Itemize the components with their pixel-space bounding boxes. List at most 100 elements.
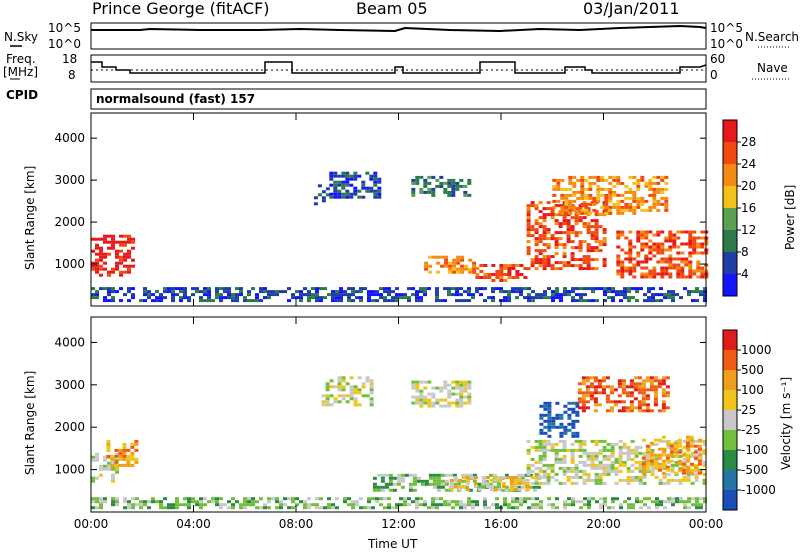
power-cell xyxy=(91,261,95,265)
velocity-cell xyxy=(485,482,490,485)
power-cell xyxy=(542,264,547,268)
power-cell xyxy=(648,230,653,234)
velocity-cell xyxy=(597,385,602,389)
velocity-cell xyxy=(369,403,374,407)
velocity-cell xyxy=(407,497,411,501)
velocity-cell xyxy=(349,397,354,401)
power-cell xyxy=(107,273,111,277)
power-cell xyxy=(616,211,621,215)
power-cell xyxy=(676,266,681,270)
power-cell xyxy=(375,290,379,294)
velocity-cell xyxy=(590,466,595,470)
velocity-cell xyxy=(554,442,559,446)
velocity-cell xyxy=(341,379,346,383)
velocity-cell xyxy=(698,451,703,455)
power-cell xyxy=(607,296,611,300)
velocity-cell xyxy=(602,439,607,443)
velocity-cell xyxy=(562,448,567,452)
velocity-cell xyxy=(471,506,475,510)
velocity-cell xyxy=(99,473,103,477)
power-cell xyxy=(640,178,645,182)
velocity-cell xyxy=(566,448,571,452)
power-cell xyxy=(419,287,423,291)
velocity-cell xyxy=(369,382,374,386)
velocity-cell xyxy=(107,461,111,465)
power-cell xyxy=(115,249,119,253)
velocity-cell xyxy=(449,479,454,482)
power-cell xyxy=(651,296,655,300)
power-cell xyxy=(571,287,575,291)
velocity-cell xyxy=(376,473,381,477)
power-cell xyxy=(624,257,629,261)
velocity-cell xyxy=(423,398,428,402)
velocity-cell xyxy=(598,460,603,464)
power-cell xyxy=(590,225,595,229)
power-colorbar-tick-label: 16 xyxy=(741,201,756,215)
power-cell xyxy=(578,216,583,220)
power-cell xyxy=(558,222,563,226)
power-cell xyxy=(443,187,448,191)
velocity-cell xyxy=(412,479,417,483)
velocity-cell xyxy=(609,406,614,410)
velocity-cell xyxy=(520,485,525,489)
velocity-cell xyxy=(440,482,445,486)
power-cell xyxy=(215,287,219,291)
power-cell xyxy=(692,269,697,273)
velocity-cell xyxy=(443,380,448,384)
velocity-cell xyxy=(251,497,255,501)
power-cell xyxy=(551,290,555,294)
power-cell xyxy=(531,299,535,303)
power-cell xyxy=(339,299,343,303)
power-cell xyxy=(311,287,315,291)
power-cell xyxy=(586,267,591,271)
power-cell xyxy=(526,240,531,244)
power-cell xyxy=(127,252,131,256)
power-cell xyxy=(119,273,123,277)
power-cell xyxy=(155,296,159,300)
velocity-cell xyxy=(463,506,467,510)
power-cell xyxy=(680,251,685,255)
power-cell xyxy=(526,267,531,271)
power-cell xyxy=(564,187,569,191)
power-cell xyxy=(391,290,395,294)
power-cell xyxy=(526,207,531,211)
velocity-cell xyxy=(440,473,445,477)
power-cell xyxy=(99,249,103,253)
velocity-cell xyxy=(694,478,699,482)
power-cell xyxy=(487,296,491,300)
velocity-cell xyxy=(447,404,452,408)
velocity-cell xyxy=(673,450,678,454)
power-cell xyxy=(616,236,621,240)
velocity-cell xyxy=(601,376,606,380)
velocity-region xyxy=(449,476,530,491)
velocity-cell xyxy=(629,391,634,395)
power-cell xyxy=(611,296,615,300)
velocity-cell xyxy=(626,469,631,473)
power-cell xyxy=(652,254,657,258)
velocity-cell xyxy=(239,503,243,507)
velocity-cell xyxy=(369,388,374,392)
power-cell xyxy=(440,255,445,259)
velocity-cell xyxy=(571,425,576,429)
power-cell xyxy=(652,196,657,200)
velocity-cell xyxy=(127,500,131,504)
power-cell xyxy=(463,290,467,294)
velocity-cell xyxy=(641,438,646,442)
power-cell xyxy=(644,245,649,249)
power-cell xyxy=(556,181,561,185)
power-cell xyxy=(515,290,519,294)
velocity-cell xyxy=(321,400,326,404)
velocity-cell xyxy=(577,382,582,386)
velocity-cell xyxy=(435,503,439,507)
power-cell xyxy=(343,290,347,294)
velocity-cell xyxy=(593,388,598,392)
power-ytick-label: 2000 xyxy=(54,215,85,229)
velocity-cell xyxy=(655,506,659,510)
power-cell xyxy=(523,296,527,300)
power-cell xyxy=(543,296,547,300)
velocity-cell xyxy=(501,482,506,485)
power-cell xyxy=(538,252,543,256)
power-cell xyxy=(530,258,535,262)
power-cell xyxy=(395,293,399,297)
velocity-cell xyxy=(395,503,399,507)
